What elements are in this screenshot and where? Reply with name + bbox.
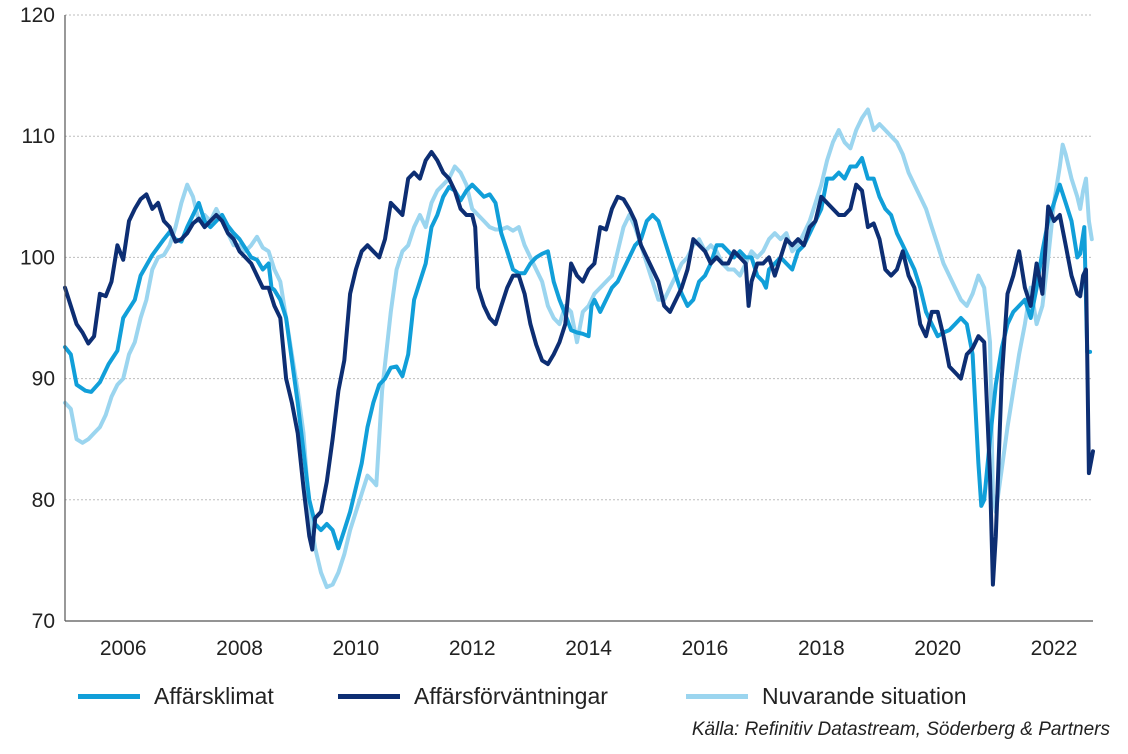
x-tick-label: 2020 xyxy=(914,637,961,660)
y-tick-label: 90 xyxy=(32,368,55,391)
y-tick-label: 80 xyxy=(32,489,55,512)
y-tick-label: 100 xyxy=(20,246,55,269)
y-axis-tick-labels: 70 80 90 100 110 120 xyxy=(20,4,55,633)
legend-swatch-nuvarande-situation xyxy=(686,693,748,699)
x-tick-label: 2022 xyxy=(1031,637,1078,660)
x-tick-label: 2016 xyxy=(682,637,729,660)
legend-label-affarsforvantningar: Affärsförväntningar xyxy=(414,682,608,709)
x-tick-label: 2018 xyxy=(798,637,845,660)
line-chart: 70 80 90 100 110 120 2006 2008 2010 2012 2014 2016… xyxy=(20,4,1095,660)
x-tick-label: 2008 xyxy=(216,637,263,660)
grid-lines xyxy=(65,14,1093,501)
x-tick-label: 2012 xyxy=(449,637,496,660)
series-line-affarsforvantningar xyxy=(63,150,1095,587)
y-tick-label: 110 xyxy=(22,125,55,148)
y-tick-label: 120 xyxy=(20,4,55,27)
legend: Affärsklimat Affärsförväntningar Nuvaran… xyxy=(0,676,1128,716)
y-tick-label: 70 xyxy=(32,610,55,633)
series-line-affarsklimat xyxy=(63,156,1093,551)
series-lines xyxy=(63,107,1095,590)
x-tick-label: 2014 xyxy=(565,637,612,660)
legend-item-nuvarande-situation: Nuvarande situation xyxy=(686,676,967,716)
legend-item-affarsforvantningar: Affärsförväntningar xyxy=(338,676,608,716)
legend-label-affarsklimat: Affärsklimat xyxy=(154,682,274,709)
legend-swatch-affarsklimat xyxy=(78,693,140,699)
series-line-nuvarande-situation xyxy=(63,107,1094,590)
legend-item-affarsklimat: Affärsklimat xyxy=(78,676,274,716)
x-tick-label: 2010 xyxy=(333,637,380,660)
source-note: Källa: Refinitiv Datastream, Söderberg &… xyxy=(691,719,1110,740)
x-tick-label: 2006 xyxy=(100,637,147,660)
legend-swatch-affarsforvantningar xyxy=(338,693,400,699)
x-axis-tick-labels: 2006 2008 2010 2012 2014 2016 2018 2020 2022 xyxy=(100,637,1078,660)
legend-label-nuvarande-situation: Nuvarande situation xyxy=(762,682,967,709)
